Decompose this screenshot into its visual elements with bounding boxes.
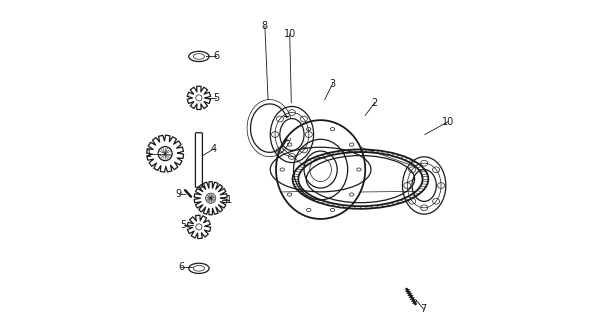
- Text: 10: 10: [283, 29, 296, 39]
- Text: 4: 4: [211, 144, 217, 154]
- Text: 3: 3: [330, 78, 336, 89]
- Text: 2: 2: [371, 98, 378, 108]
- Text: 6: 6: [178, 262, 184, 272]
- Text: 6: 6: [213, 52, 219, 61]
- Text: 9: 9: [175, 189, 182, 199]
- Text: 10: 10: [442, 117, 454, 127]
- Text: 8: 8: [262, 21, 268, 31]
- Text: 1: 1: [145, 148, 151, 159]
- Text: 1: 1: [226, 195, 232, 205]
- Text: 7: 7: [420, 304, 427, 314]
- Text: 5: 5: [213, 93, 219, 103]
- Text: 5: 5: [180, 220, 187, 230]
